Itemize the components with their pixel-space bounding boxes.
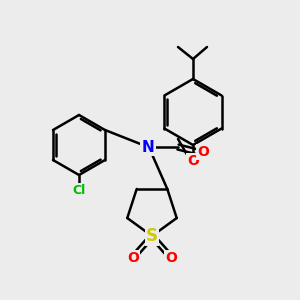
Text: O: O (127, 251, 139, 265)
Text: O: O (197, 145, 209, 159)
Text: O: O (187, 154, 199, 168)
Text: O: O (165, 251, 177, 265)
Text: Cl: Cl (72, 184, 86, 197)
Text: N: N (142, 140, 154, 154)
Text: S: S (146, 227, 158, 245)
